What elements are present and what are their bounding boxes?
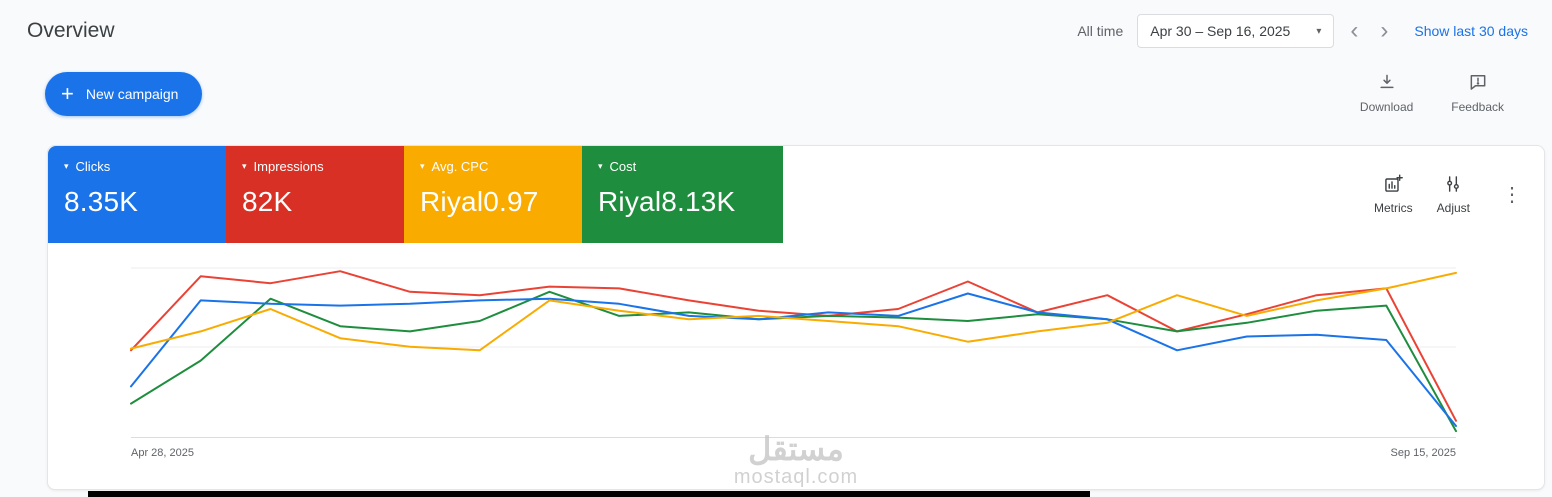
feedback-button[interactable]: Feedback bbox=[1451, 72, 1504, 114]
download-label: Download bbox=[1359, 100, 1414, 114]
action-row: + New campaign Download Feedback bbox=[0, 48, 1552, 116]
overview-card: ▾ Clicks 8.35K ▾ Impressions 82K ▾ Avg. … bbox=[47, 145, 1545, 490]
chevron-down-icon: ▾ bbox=[598, 161, 603, 171]
chart-toolbar: Metrics Adjust ⋮ bbox=[1374, 146, 1544, 243]
download-button[interactable]: Download bbox=[1360, 72, 1413, 114]
date-range-value: Apr 30 – Sep 16, 2025 bbox=[1150, 23, 1291, 39]
chevron-down-icon: ▾ bbox=[64, 161, 69, 171]
metric-tile-label: Avg. CPC bbox=[431, 159, 489, 174]
show-last-30-days-link[interactable]: Show last 30 days bbox=[1414, 23, 1528, 39]
metric-tile-value: Riyal0.97 bbox=[420, 186, 539, 217]
date-range-controls: All time Apr 30 – Sep 16, 2025 ▾ ‹ › Sho… bbox=[1077, 14, 1528, 48]
watermark-domain-text: mostaql.com bbox=[733, 466, 859, 488]
previous-period-button[interactable]: ‹ bbox=[1344, 19, 1364, 43]
metric-tile-clicks[interactable]: ▾ Clicks 8.35K bbox=[48, 146, 226, 243]
metrics-button[interactable]: Metrics bbox=[1374, 174, 1413, 215]
adjust-button[interactable]: Adjust bbox=[1437, 174, 1470, 215]
line-chart[interactable] bbox=[130, 266, 1457, 438]
top-bar: Overview All time Apr 30 – Sep 16, 2025 … bbox=[0, 0, 1552, 48]
feedback-label: Feedback bbox=[1451, 100, 1504, 114]
metric-tile-avg-cpc[interactable]: ▾ Avg. CPC Riyal0.97 bbox=[404, 146, 582, 243]
download-icon bbox=[1377, 72, 1397, 95]
next-period-button[interactable]: › bbox=[1374, 19, 1394, 43]
adjust-label: Adjust bbox=[1436, 201, 1470, 215]
page-action-icons: Download Feedback bbox=[1360, 72, 1504, 114]
metric-tile-label: Cost bbox=[609, 159, 637, 174]
chevron-down-icon: ▾ bbox=[420, 161, 425, 171]
metric-tile-value: 8.35K bbox=[64, 186, 139, 217]
page-title: Overview bbox=[27, 19, 115, 42]
performance-chart[interactable]: Apr 28, 2025 Sep 15, 2025 bbox=[130, 266, 1457, 459]
metric-tile-cost[interactable]: ▾ Cost Riyal8.13K bbox=[582, 146, 783, 243]
metric-tile-label: Impressions bbox=[253, 159, 324, 174]
adjust-sliders-icon bbox=[1443, 174, 1463, 197]
more-options-button[interactable]: ⋮ bbox=[1502, 184, 1522, 206]
date-range-selector[interactable]: Apr 30 – Sep 16, 2025 ▾ bbox=[1137, 14, 1335, 48]
metric-tile-value: 82K bbox=[242, 186, 293, 217]
metric-tiles-row: ▾ Clicks 8.35K ▾ Impressions 82K ▾ Avg. … bbox=[48, 146, 1544, 243]
x-axis-labels: Apr 28, 2025 Sep 15, 2025 bbox=[131, 447, 1456, 459]
metric-tile-impressions[interactable]: ▾ Impressions 82K bbox=[226, 146, 404, 243]
metrics-chart-icon bbox=[1383, 174, 1404, 197]
chevron-down-icon: ▾ bbox=[1316, 25, 1322, 37]
x-axis-end-label: Sep 15, 2025 bbox=[1390, 447, 1456, 459]
x-axis-start-label: Apr 28, 2025 bbox=[131, 447, 194, 459]
chevron-down-icon: ▾ bbox=[242, 161, 247, 171]
new-campaign-label: New campaign bbox=[85, 86, 179, 102]
date-range-mode-label: All time bbox=[1077, 23, 1124, 39]
metric-tile-label: Clicks bbox=[75, 159, 111, 174]
feedback-icon bbox=[1468, 72, 1488, 95]
plus-icon: + bbox=[61, 81, 74, 106]
bottom-black-bar bbox=[88, 491, 1090, 497]
new-campaign-button[interactable]: + New campaign bbox=[45, 72, 203, 116]
metrics-label: Metrics bbox=[1373, 201, 1413, 215]
metric-tile-value: Riyal8.13K bbox=[598, 186, 736, 217]
